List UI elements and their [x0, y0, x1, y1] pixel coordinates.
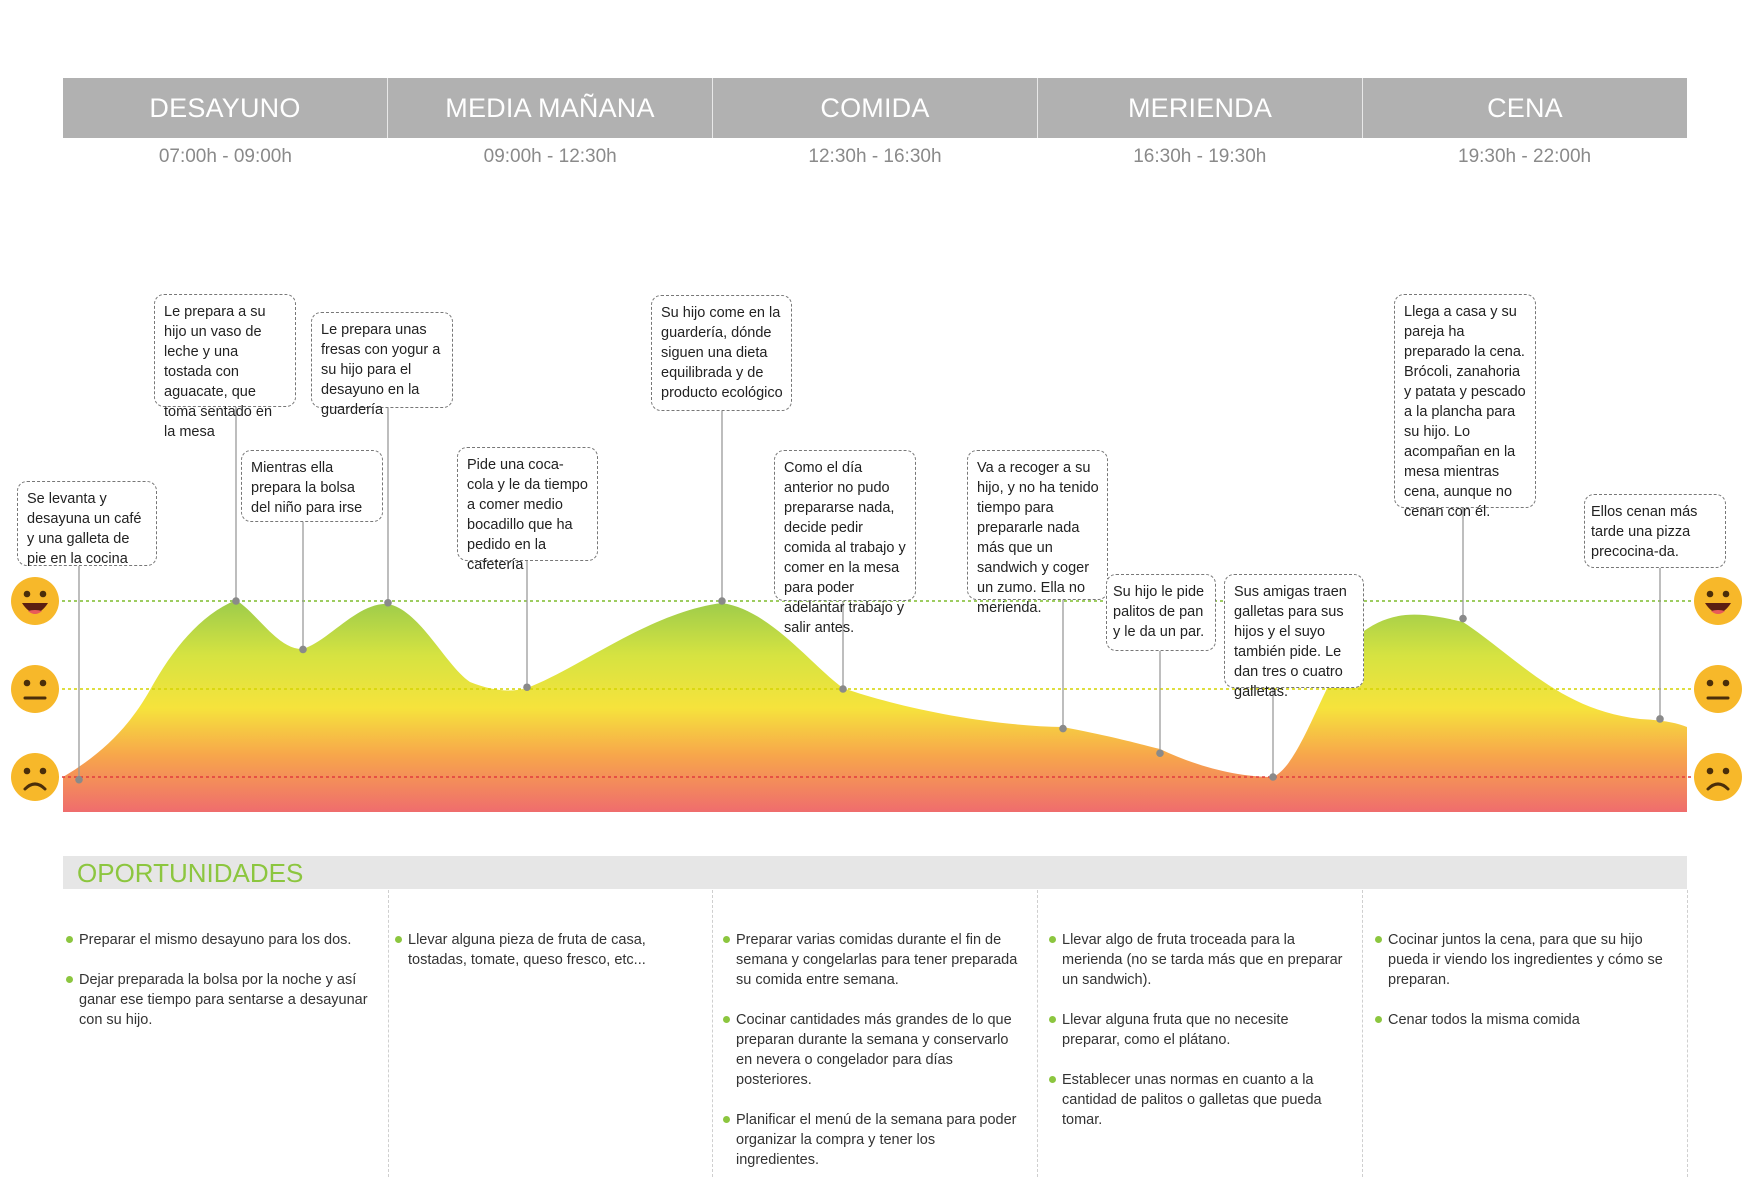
phase-time-merienda: 16:30h - 19:30h: [1133, 146, 1267, 167]
touchpoint-marker: [384, 598, 392, 607]
opportunity-item: Planificar el menú de la semana para pod…: [723, 1110, 1020, 1170]
phase-time-cena: 19:30h - 22:00h: [1458, 146, 1592, 167]
column-divider: [1687, 890, 1688, 1177]
touchpoint-marker: [232, 597, 240, 605]
opportunity-item: Llevar alguna pieza de fruta de casa, to…: [395, 930, 692, 970]
phase-time-comida: 12:30h - 16:30h: [808, 146, 942, 167]
opportunity-item: Preparar el mismo desayuno para los dos.: [66, 930, 368, 950]
touchpoint-marker: [1269, 773, 1277, 781]
phase-header-desayuno: DESAYUNO: [149, 92, 301, 123]
touchpoint-bubble: Mientras ella prepara la bolsa del niño …: [241, 450, 383, 522]
touchpoint-marker: [718, 597, 726, 605]
opportunities-column-desayuno: Preparar el mismo desayuno para los dos.…: [52, 900, 382, 1170]
touchpoint-bubble: Su hijo le pide palitos de pan y le da u…: [1106, 574, 1216, 651]
column-divider: [388, 890, 389, 1177]
touchpoint-bubble: Sus amigas traen galletas para sus hijos…: [1224, 574, 1364, 700]
phase-header-media-manana: MEDIA MAÑANA: [387, 78, 712, 138]
neutral-face-icon: [11, 665, 59, 713]
column-divider: [1037, 890, 1038, 1177]
phase-header-comida: COMIDA: [712, 78, 1037, 138]
opportunities-column-cena: Cocinar juntos la cena, para que su hijo…: [1361, 900, 1686, 1170]
touchpoint-bubble: Llega a casa y su pareja ha preparado la…: [1394, 294, 1536, 520]
touchpoint-bubble: Le prepara a su hijo un vaso de leche y …: [154, 294, 296, 440]
touchpoint-bubble: Su hijo come en la guardería, dónde sigu…: [651, 295, 792, 411]
phase-header-cena: CENA: [1362, 78, 1687, 138]
opportunity-item: Preparar varias comidas durante el fin d…: [723, 930, 1020, 990]
opportunity-item: Cenar todos la misma comida: [1375, 1010, 1672, 1030]
touchpoint-bubble: Pide una coca-cola y le da tiempo a come…: [457, 447, 598, 573]
touchpoint-bubble: Se levanta y desayuna un café y una gall…: [17, 481, 157, 567]
opportunity-item: Llevar alguna fruta que no necesite prep…: [1049, 1010, 1346, 1050]
touchpoint-marker: [1459, 614, 1467, 623]
phase-time-desayuno: 07:00h - 09:00h: [158, 146, 292, 167]
emotion-area: [63, 600, 1687, 812]
touchpoint-marker: [1059, 724, 1067, 733]
sad-face-icon: [1694, 753, 1742, 801]
happy-face-icon: [11, 577, 59, 625]
touchpoint-bubble: Va a recoger a su hijo, y no ha tenido t…: [967, 450, 1108, 616]
opportunity-item: Cocinar juntos la cena, para que su hijo…: [1375, 930, 1672, 990]
opportunity-item: Establecer unas normas en cuanto a la ca…: [1049, 1070, 1346, 1130]
touchpoint-marker: [299, 645, 307, 654]
touchpoint-marker: [1156, 749, 1164, 758]
column-divider: [712, 890, 713, 1177]
touchpoint-bubble: Le prepara unas fresas con yogur a su hi…: [311, 312, 453, 418]
touchpoint-bubble: Como el día anterior no pudo prepararse …: [774, 450, 916, 636]
touchpoint-marker: [1656, 715, 1664, 723]
touchpoint-marker: [839, 685, 847, 693]
emotion-curve-chart: [11, 407, 1742, 812]
neutral-face-icon: [1694, 665, 1742, 713]
opportunity-item: Cocinar cantidades más grandes de lo que…: [723, 1010, 1020, 1090]
opportunity-item: Llevar algo de fruta troceada para la me…: [1049, 930, 1346, 990]
opportunities-column-comida: Preparar varias comidas durante el fin d…: [709, 900, 1034, 1170]
touchpoint-bubble: Ellos cenan más tarde una pizza precocin…: [1584, 494, 1726, 568]
phase-header-merienda: MERIENDA: [1037, 78, 1362, 138]
opportunities-column-merienda: Llevar algo de fruta troceada para la me…: [1035, 900, 1360, 1170]
opportunities-column-media-manana: Llevar alguna pieza de fruta de casa, to…: [381, 900, 706, 1170]
sad-face-icon: [11, 753, 59, 801]
happy-face-icon: [1694, 577, 1742, 625]
touchpoint-marker: [75, 775, 83, 784]
phase-header-bar: DESAYUNO MEDIA MAÑANA COMIDA MERIENDA CE…: [63, 78, 1687, 138]
opportunity-item: Dejar preparada la bolsa por la noche y …: [66, 970, 368, 1030]
opportunities-header: [63, 856, 1687, 889]
phase-times-row: 07:00h - 09:00h 09:00h - 12:30h 12:30h -…: [63, 146, 1687, 172]
phase-time-media-manana: 09:00h - 12:30h: [483, 146, 617, 167]
column-divider: [1362, 890, 1363, 1177]
opportunities-title: OPORTUNIDADES: [77, 858, 304, 888]
touchpoint-marker: [523, 683, 531, 692]
